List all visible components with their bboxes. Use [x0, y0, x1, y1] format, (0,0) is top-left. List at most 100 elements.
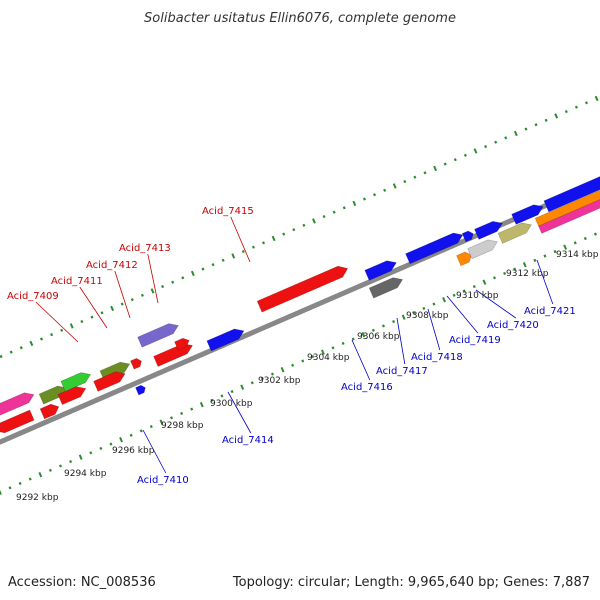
scale-tick-labels: 9292 kbp 9294 kbp 9296 kbp 9298 kbp 9300 kbp… — [16, 250, 599, 503]
bottom-tick-mark — [78, 454, 83, 460]
gene-arrow-red — [130, 358, 142, 370]
scale-tick-label: 9308 kbp — [406, 311, 449, 321]
gene-arrow-magenta — [538, 199, 600, 234]
bottom-tick-mark — [321, 349, 325, 355]
gene-arrow-red — [256, 265, 349, 313]
bottom-tick-mark — [522, 262, 527, 268]
top-tick-mark — [69, 323, 74, 329]
top-tick-mark — [594, 95, 599, 102]
gene-arrow-blue — [364, 260, 397, 281]
gene-label-top: Acid_7413 — [119, 243, 171, 254]
top-tick-mark — [453, 158, 457, 162]
gene-label-bottom: Acid_7419 — [449, 335, 501, 346]
top-tick-mark — [292, 228, 296, 232]
scale-tick-label: 9296 kbp — [112, 446, 155, 456]
top-strand-ticks — [0, 95, 599, 359]
top-tick-mark — [60, 328, 64, 332]
bottom-tick-mark — [543, 254, 547, 258]
gene-arrow-blue — [474, 221, 503, 240]
top-tick-mark — [120, 302, 124, 306]
map-title: Solibacter usitatus Ellin6076, complete … — [144, 11, 456, 26]
top-tick-mark — [513, 130, 518, 137]
top-tick-mark — [130, 298, 134, 302]
gene-arrow-red — [39, 403, 60, 420]
bottom-tick-mark — [533, 258, 537, 262]
bottom-tick-mark — [170, 416, 174, 420]
top-tick-mark — [392, 183, 397, 189]
bottom-tick-mark — [240, 384, 245, 390]
leader-line-bottom — [427, 308, 441, 351]
bottom-tick-mark — [109, 442, 113, 446]
scale-tick-label: 9306 kbp — [357, 332, 400, 342]
bottom-tick-mark — [149, 424, 153, 429]
gene-arrow-orange — [534, 189, 600, 227]
top-tick-mark — [534, 123, 538, 127]
gene-arrow-blue — [461, 230, 474, 243]
top-tick-mark — [423, 171, 427, 175]
top-tick-mark — [271, 235, 276, 242]
bottom-tick-mark — [38, 471, 43, 478]
gene-label-top: Acid_7415 — [202, 206, 254, 217]
bottom-tick-mark — [18, 481, 22, 485]
top-tick-mark — [0, 354, 3, 359]
leader-line-top — [147, 253, 159, 304]
bottom-tick-mark — [573, 241, 577, 245]
top-tick-mark — [473, 148, 478, 154]
genome-backbone — [0, 179, 600, 445]
bottom-tick-mark — [69, 459, 73, 464]
leader-line-bottom — [351, 339, 371, 381]
bottom-tick-mark — [210, 398, 214, 402]
bottom-tick-mark — [381, 324, 385, 328]
bottom-tick-mark — [180, 411, 184, 416]
top-tick-mark — [504, 136, 508, 140]
top-tick-mark — [544, 118, 548, 122]
top-tick-mark — [90, 315, 94, 319]
top-tick-mark — [100, 311, 104, 315]
top-tick-mark — [150, 288, 155, 294]
scale-tick-label: 9312 kbp — [506, 269, 549, 279]
bottom-tick-mark — [503, 271, 507, 276]
bottom-tick-mark — [250, 381, 254, 385]
top-tick-mark — [181, 276, 185, 280]
bottom-tick-mark — [432, 302, 436, 306]
gene-label-bottom: Acid_7416 — [341, 382, 393, 393]
top-tick-mark — [352, 200, 357, 207]
bottom-tick-mark — [89, 451, 93, 455]
bottom-tick-mark — [492, 276, 497, 280]
bottom-tick-mark — [139, 429, 143, 433]
leader-line-bottom — [446, 295, 479, 334]
scale-tick-label: 9302 kbp — [258, 376, 301, 386]
bottom-tick-mark — [513, 267, 517, 271]
leader-line-top — [35, 301, 79, 343]
bottom-tick-mark — [280, 367, 285, 373]
top-tick-mark — [251, 245, 255, 249]
leader-line-top — [79, 286, 108, 329]
top-tick-mark — [39, 337, 43, 341]
gene-label-top: Acid_7411 — [51, 276, 103, 287]
leader-line-bottom — [142, 429, 167, 474]
top-tick-mark — [29, 340, 34, 347]
bottom-tick-mark — [331, 346, 335, 350]
bottom-tick-mark — [472, 285, 476, 289]
gene-label-bottom: Acid_7410 — [137, 475, 189, 486]
bottom-tick-mark — [422, 306, 426, 311]
gene-arrow-khaki — [497, 222, 532, 244]
leader-line-bottom — [227, 391, 252, 434]
top-tick-mark — [211, 263, 215, 267]
bottom-tick-mark — [311, 354, 315, 359]
gene-arrow-magenta — [0, 392, 35, 416]
leader-line-top — [230, 216, 251, 263]
top-tick-mark — [322, 214, 326, 219]
scale-tick-label: 9292 kbp — [16, 493, 59, 503]
top-tick-mark — [574, 105, 578, 109]
bottom-tick-mark — [28, 477, 32, 481]
bottom-tick-mark — [48, 468, 52, 472]
gene-arrow-red — [93, 371, 126, 392]
bottom-tick-mark — [301, 359, 305, 363]
bottom-tick-mark — [8, 486, 12, 490]
genome-summary-text: Topology: circular; Length: 9,965,640 bp… — [232, 575, 590, 590]
top-tick-mark — [19, 346, 23, 350]
top-tick-mark — [443, 162, 447, 166]
gene-labels: Acid_7409 Acid_7411 Acid_7412 Acid_7413 Acid… — [7, 206, 576, 486]
gene-features — [0, 176, 600, 434]
